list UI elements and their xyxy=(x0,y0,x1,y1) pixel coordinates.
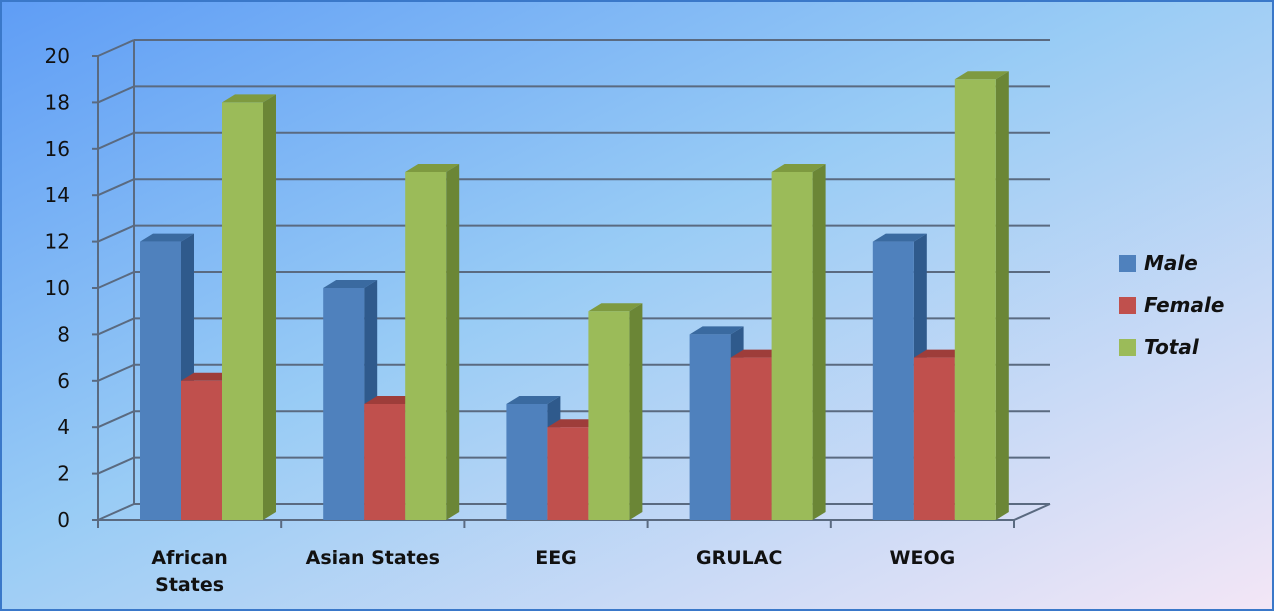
legend-item-female: Female xyxy=(1119,293,1224,317)
y-tick-label: 14 xyxy=(45,183,70,207)
bar-side xyxy=(812,164,826,520)
legend: Male Female Total xyxy=(1119,251,1224,359)
legend-swatch xyxy=(1119,297,1136,314)
bar-front xyxy=(506,404,548,520)
bar-top xyxy=(588,303,643,312)
bar-top xyxy=(954,71,1009,80)
gridline-depth xyxy=(97,271,135,289)
legend-item-male: Male xyxy=(1119,251,1198,275)
y-tick-label: 12 xyxy=(45,230,70,254)
bar-front xyxy=(364,404,406,520)
y-tick-label: 20 xyxy=(45,44,70,68)
bar-top xyxy=(872,233,927,242)
bar-top xyxy=(913,349,968,358)
bar-front xyxy=(405,172,447,520)
bar-front xyxy=(547,427,589,520)
legend-swatch xyxy=(1119,255,1136,272)
bars-layer xyxy=(140,71,1009,521)
gridline-depth xyxy=(97,39,135,57)
legend-label: Total xyxy=(1144,335,1200,359)
x-category-label: States xyxy=(155,574,224,596)
legend-item-total: Total xyxy=(1119,335,1200,359)
bar-top xyxy=(506,396,561,404)
gridline-depth xyxy=(97,317,135,336)
legend-swatch xyxy=(1119,339,1136,356)
bar-front xyxy=(588,311,630,520)
y-tick-label: 16 xyxy=(45,137,70,161)
x-category-label: Asian States xyxy=(306,547,440,569)
bar-side xyxy=(629,303,643,520)
y-tick-label: 10 xyxy=(45,276,70,300)
bar-front xyxy=(913,357,955,520)
bar-total xyxy=(405,164,460,520)
gridline-depth xyxy=(97,363,135,382)
bar-total xyxy=(222,94,276,521)
gridline-depth xyxy=(97,503,135,521)
bar-total xyxy=(588,303,643,520)
gridline-depth xyxy=(97,131,135,150)
bar-front xyxy=(222,102,263,521)
bar-front xyxy=(323,288,365,520)
bar-top xyxy=(689,326,744,335)
bar-front xyxy=(140,241,181,520)
y-tick-label: 0 xyxy=(57,508,70,532)
bar-top xyxy=(771,164,826,172)
gridline-depth xyxy=(97,178,135,197)
bar-top xyxy=(181,372,235,381)
bar-top xyxy=(405,164,460,172)
y-tick-label: 18 xyxy=(45,90,70,114)
bar-side xyxy=(995,71,1009,520)
y-tick-label: 8 xyxy=(57,322,70,346)
x-category-label: EEG xyxy=(535,547,577,569)
labels-layer: 0 2 4 6 8 10 12 14 16 18 20 African States Asian Stat… xyxy=(45,44,956,596)
legend-label: Male xyxy=(1144,251,1198,275)
bar-front xyxy=(181,380,222,520)
x-category-label: African xyxy=(151,547,227,569)
y-tick-label: 4 xyxy=(57,415,70,439)
bar-total xyxy=(954,71,1009,520)
bar-front xyxy=(730,357,772,520)
bar-side xyxy=(263,94,276,521)
bar-top xyxy=(730,349,785,358)
bar-top xyxy=(323,280,378,288)
x-category-label: WEOG xyxy=(890,547,956,569)
bar-top xyxy=(140,233,194,242)
bar-total xyxy=(771,164,826,520)
bar-front xyxy=(689,334,731,520)
bar-side xyxy=(446,164,460,520)
gridline-depth xyxy=(97,224,135,243)
gridline-depth xyxy=(97,456,135,475)
x-category-label: GRULAC xyxy=(696,547,782,569)
floor-edge-right xyxy=(1013,503,1051,521)
bar-top xyxy=(222,94,276,103)
bar-front xyxy=(872,241,914,520)
gridline-depth xyxy=(97,410,135,429)
y-tick-label: 6 xyxy=(57,369,70,393)
bar-front xyxy=(771,172,813,520)
bar-front xyxy=(954,79,996,520)
legend-label: Female xyxy=(1144,293,1224,317)
bar-top xyxy=(547,419,602,428)
bar-top xyxy=(364,396,419,404)
gridline-depth xyxy=(97,85,135,104)
y-tick-label: 2 xyxy=(57,462,70,486)
